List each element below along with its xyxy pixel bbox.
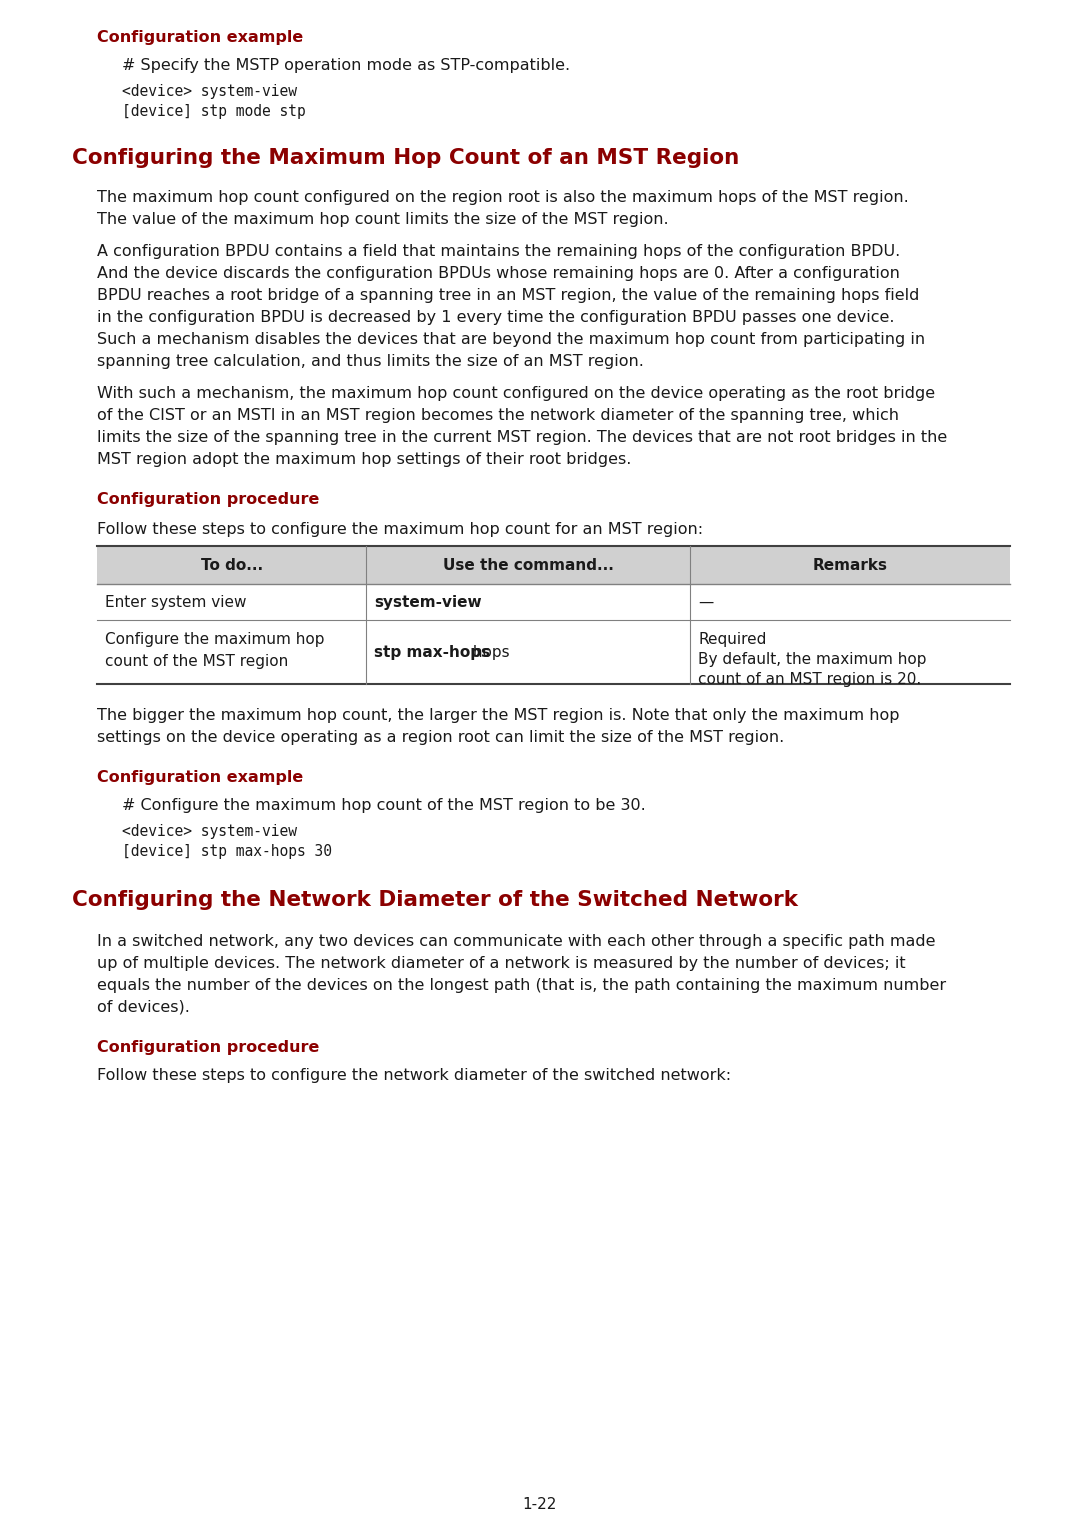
Text: <device> system-view: <device> system-view	[122, 825, 297, 838]
Text: Follow these steps to configure the maximum hop count for an MST region:: Follow these steps to configure the maxi…	[97, 522, 703, 538]
Text: Remarks: Remarks	[813, 557, 888, 573]
Text: —: —	[699, 594, 714, 609]
Text: [device] stp max-hops 30: [device] stp max-hops 30	[122, 844, 332, 860]
Text: By default, the maximum hop: By default, the maximum hop	[699, 652, 927, 667]
Text: stp max-hops: stp max-hops	[375, 644, 490, 660]
Text: equals the number of the devices on the longest path (that is, the path containi: equals the number of the devices on the …	[97, 977, 946, 993]
Text: # Specify the MSTP operation mode as STP-compatible.: # Specify the MSTP operation mode as STP…	[122, 58, 570, 73]
Text: [device] stp mode stp: [device] stp mode stp	[122, 104, 306, 119]
Text: count of the MST region: count of the MST region	[105, 654, 288, 669]
Text: Configuring the Network Diameter of the Switched Network: Configuring the Network Diameter of the …	[72, 890, 798, 910]
Text: With such a mechanism, the maximum hop count configured on the device operating : With such a mechanism, the maximum hop c…	[97, 386, 935, 402]
Text: Required: Required	[699, 632, 767, 647]
Text: settings on the device operating as a region root can limit the size of the MST : settings on the device operating as a re…	[97, 730, 784, 745]
Text: To do...: To do...	[201, 557, 262, 573]
Text: In a switched network, any two devices can communicate with each other through a: In a switched network, any two devices c…	[97, 935, 935, 948]
Bar	[97, 547, 1010, 583]
Text: Configuration example: Configuration example	[97, 770, 303, 785]
Text: <device> system-view: <device> system-view	[122, 84, 297, 99]
Text: Enter system view: Enter system view	[105, 594, 246, 609]
Text: # Configure the maximum hop count of the MST region to be 30.: # Configure the maximum hop count of the…	[122, 799, 646, 812]
Text: limits the size of the spanning tree in the current MST region. The devices that: limits the size of the spanning tree in …	[97, 431, 947, 444]
Text: Configuration procedure: Configuration procedure	[97, 1040, 320, 1055]
Text: The value of the maximum hop count limits the size of the MST region.: The value of the maximum hop count limit…	[97, 212, 669, 228]
Text: hops: hops	[468, 644, 510, 660]
Text: The bigger the maximum hop count, the larger the MST region is. Note that only t: The bigger the maximum hop count, the la…	[97, 709, 900, 722]
Text: of the CIST or an MSTI in an MST region becomes the network diameter of the span: of the CIST or an MSTI in an MST region …	[97, 408, 899, 423]
Text: Configuration example: Configuration example	[97, 31, 303, 44]
Text: in the configuration BPDU is decreased by 1 every time the configuration BPDU pa: in the configuration BPDU is decreased b…	[97, 310, 894, 325]
Text: Configuring the Maximum Hop Count of an MST Region: Configuring the Maximum Hop Count of an …	[72, 148, 739, 168]
Text: Configuration procedure: Configuration procedure	[97, 492, 320, 507]
Text: system-view: system-view	[375, 594, 482, 609]
Text: of devices).: of devices).	[97, 1000, 190, 1015]
Text: Configure the maximum hop: Configure the maximum hop	[105, 632, 324, 647]
Text: Use the command...: Use the command...	[443, 557, 613, 573]
Text: MST region adopt the maximum hop settings of their root bridges.: MST region adopt the maximum hop setting…	[97, 452, 632, 467]
Text: Such a mechanism disables the devices that are beyond the maximum hop count from: Such a mechanism disables the devices th…	[97, 331, 926, 347]
Text: And the device discards the configuration BPDUs whose remaining hops are 0. Afte: And the device discards the configuratio…	[97, 266, 900, 281]
Text: spanning tree calculation, and thus limits the size of an MST region.: spanning tree calculation, and thus limi…	[97, 354, 644, 370]
Text: A configuration BPDU contains a field that maintains the remaining hops of the c: A configuration BPDU contains a field th…	[97, 244, 901, 260]
Text: up of multiple devices. The network diameter of a network is measured by the num: up of multiple devices. The network diam…	[97, 956, 906, 971]
Text: BPDU reaches a root bridge of a spanning tree in an MST region, the value of the: BPDU reaches a root bridge of a spanning…	[97, 289, 919, 302]
Text: 1-22: 1-22	[523, 1496, 557, 1512]
Text: Follow these steps to configure the network diameter of the switched network:: Follow these steps to configure the netw…	[97, 1067, 731, 1083]
Text: count of an MST region is 20.: count of an MST region is 20.	[699, 672, 921, 687]
Text: The maximum hop count configured on the region root is also the maximum hops of : The maximum hop count configured on the …	[97, 189, 908, 205]
